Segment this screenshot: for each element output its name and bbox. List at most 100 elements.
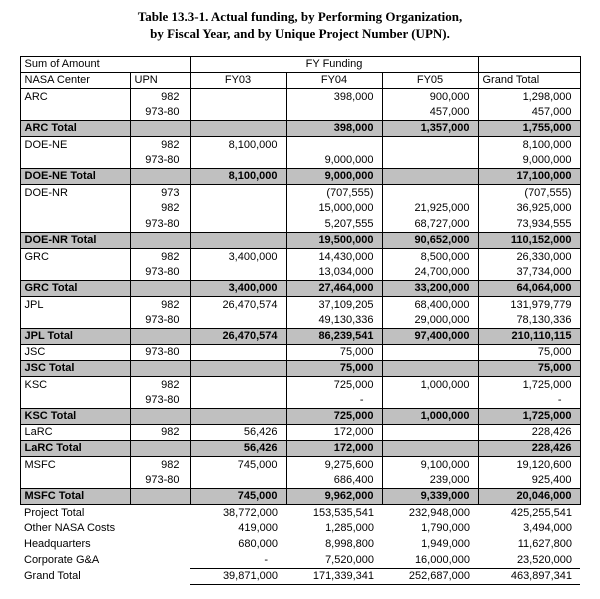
upn-cell: 973-80 <box>129 264 191 281</box>
fy03-cell: 56,426 <box>189 439 287 457</box>
fy05-cell <box>381 359 479 377</box>
fy05-cell <box>381 152 479 169</box>
upn-cell: 982 <box>129 200 191 217</box>
table-row: 973-80 457,000 457,000 <box>19 104 581 121</box>
upn-cell: 982 <box>129 296 191 313</box>
total-row: JPL Total 26,470,574 86,239,541 97,400,000 2… <box>19 327 581 345</box>
nasa-center-cell: ARC Total <box>19 119 131 137</box>
fy04-cell: 7,520,000 <box>325 554 374 567</box>
fy03-cell: 8,100,000 <box>189 136 287 153</box>
grand-total-cell: 131,979,779 <box>477 296 581 313</box>
fy04-cell: (707,555) <box>285 184 383 201</box>
grand-total-cell: 228,426 <box>477 439 581 457</box>
fy03-cell: 26,470,574 <box>189 296 287 313</box>
table-row: 973-80 49,130,336 29,000,000 78,130,336 <box>19 312 581 329</box>
nasa-center-cell <box>19 200 131 217</box>
table-row: 973-80 5,207,555 68,727,000 73,934,555 <box>19 216 581 233</box>
fy05-cell: 1,000,000 <box>381 407 479 425</box>
grand-total-cell: 1,725,000 <box>477 376 581 393</box>
fy05-cell <box>381 344 479 361</box>
fy05-cell: 8,500,000 <box>381 248 479 265</box>
fy05-cell: 68,400,000 <box>381 296 479 313</box>
grand-total-cell: 36,925,000 <box>477 200 581 217</box>
fy04-cell: 171,339,341 <box>286 567 382 585</box>
fy04-cell: - <box>285 392 383 409</box>
grand-total-cell: 1,298,000 <box>477 88 581 105</box>
footer-body: Project Total 38,772,000 153,535,541 232,94… <box>20 504 580 585</box>
nasa-center-cell <box>19 216 131 233</box>
fy05-cell: 239,000 <box>381 472 479 489</box>
grand-total-cell: 1,725,000 <box>477 407 581 425</box>
fy05-cell: 1,000,000 <box>381 376 479 393</box>
fy04-cell: 725,000 <box>285 376 383 393</box>
nasa-center-cell <box>19 472 131 489</box>
fy04-cell <box>285 104 383 121</box>
footer-row: Corporate G&A - 7,520,000 16,000,000 23,520,… <box>20 552 580 568</box>
grand-total-cell: 463,897,341 <box>478 567 580 585</box>
nasa-center-cell <box>19 264 131 281</box>
fy05-cell <box>381 392 479 409</box>
grand-total-cell: 73,934,555 <box>477 216 581 233</box>
nasa-center-cell: GRC Total <box>19 279 131 297</box>
fy05-cell: 900,000 <box>381 88 479 105</box>
table-row: 973-80 686,400 239,000 925,400 <box>19 472 581 489</box>
upn-cell: 973-80 <box>129 392 191 409</box>
fy04-cell: 37,109,205 <box>285 296 383 313</box>
total-row: MSFC Total 745,000 9,962,000 9,339,000 20,04… <box>19 487 581 505</box>
nasa-center-cell: DOE-NE Total <box>19 167 131 185</box>
upn-cell <box>129 359 191 377</box>
nasa-center-cell: KSC <box>19 376 131 393</box>
fy03-cell <box>189 119 287 137</box>
fy03-cell <box>189 152 287 169</box>
upn-cell: 982 <box>129 424 191 441</box>
total-row: LaRC Total 56,426 172,000 228,426 <box>19 439 581 457</box>
fy04-cell: 398,000 <box>285 119 383 137</box>
fy04-cell: 75,000 <box>285 359 383 377</box>
table-row: JPL 982 26,470,574 37,109,205 68,400,000 131,… <box>19 296 581 313</box>
fy03-cell <box>189 216 287 233</box>
table-row: JSC 973-80 75,000 75,000 <box>19 344 581 361</box>
grand-total-cell: 78,130,336 <box>477 312 581 329</box>
upn-cell: 973-80 <box>129 152 191 169</box>
fy-funding-header: FY Funding <box>189 55 479 73</box>
upn-cell: 982 <box>129 248 191 265</box>
fy04-cell: 172,000 <box>285 439 383 457</box>
fy03-cell: 8,100,000 <box>189 167 287 185</box>
fy04-cell: 13,034,000 <box>285 264 383 281</box>
fy03-cell <box>189 407 287 425</box>
fy05-cell <box>381 184 479 201</box>
nasa-center-cell: KSC Total <box>19 407 131 425</box>
total-row: JSC Total 75,000 75,000 <box>19 359 581 377</box>
fy04-cell: 8,998,800 <box>325 538 374 551</box>
upn-cell: 982 <box>129 376 191 393</box>
grand-total-cell: 11,627,800 <box>517 538 572 551</box>
grand-total-cell: 210,110,115 <box>477 327 581 345</box>
fy05-cell: 97,400,000 <box>381 327 479 345</box>
grand-total-cell: 110,152,000 <box>477 231 581 249</box>
grand-total-cell: 64,064,000 <box>477 279 581 297</box>
fy03-cell <box>189 472 287 489</box>
nasa-center-cell: JSC Total <box>19 359 131 377</box>
upn-cell <box>129 487 191 505</box>
fy04-cell <box>285 136 383 153</box>
fy05-cell: 252,687,000 <box>382 567 478 585</box>
fy04-cell: 15,000,000 <box>285 200 383 217</box>
funding-table: Sum of Amount FY Funding NASA Center UPN… <box>19 55 581 585</box>
page-title: Table 13.3-1. Actual funding, by Perform… <box>0 0 600 43</box>
col-header-grand-total: Grand Total <box>477 71 581 89</box>
grand-total-cell: 925,400 <box>477 472 581 489</box>
fy05-cell: 33,200,000 <box>381 279 479 297</box>
title-line-2: by Fiscal Year, and by Unique Project Nu… <box>150 25 450 41</box>
fy03-cell <box>189 104 287 121</box>
fy03-cell: 38,772,000 <box>222 506 278 519</box>
footer-row: Grand Total 39,871,000 171,339,341 252,687,… <box>20 567 580 585</box>
upn-cell <box>129 119 191 137</box>
fy04-cell: 49,130,336 <box>285 312 383 329</box>
footer-label-cell: Project Total <box>24 506 85 519</box>
fy05-cell: 1,949,000 <box>421 538 470 551</box>
fy03-cell: 3,400,000 <box>189 279 287 297</box>
table-header: Sum of Amount FY Funding NASA Center UPN… <box>19 55 581 89</box>
fy03-cell <box>189 312 287 329</box>
fy05-cell <box>381 167 479 185</box>
